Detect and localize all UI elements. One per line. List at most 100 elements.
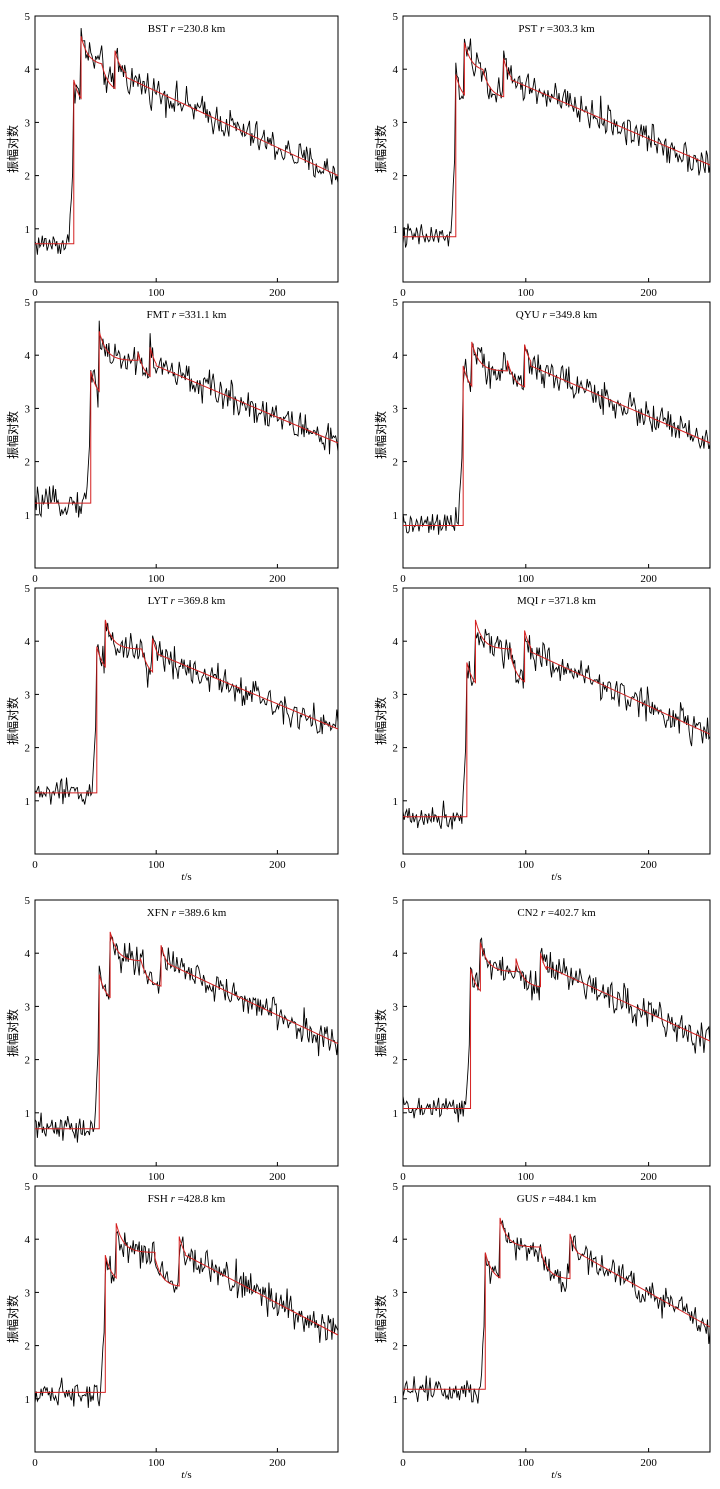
model-trace (403, 619, 711, 818)
x-tick-label: 200 (640, 573, 657, 585)
y-tick-label: 4 (393, 1234, 399, 1246)
x-axis-label-unit: /s (184, 1469, 191, 1481)
distance-symbol: r (540, 23, 545, 35)
distance-value: =428.8 km (175, 1193, 226, 1205)
x-axis-label-var: t (181, 1469, 185, 1481)
panel-title: FMT r =331.1 km (147, 309, 227, 321)
y-tick-label: 1 (25, 1394, 31, 1406)
y-tick-label: 1 (393, 224, 399, 236)
model-trace (35, 931, 339, 1130)
plot-frame (402, 1185, 711, 1453)
panel-title: GUS r =484.1 km (517, 1193, 597, 1205)
y-tick-label: 3 (25, 1001, 31, 1013)
x-tick-label: 200 (640, 1457, 657, 1469)
x-axis-label-unit: /s (554, 1469, 561, 1481)
panel-xfn: 1 2 3 4 5 0 100 200 振幅对数 XFN r =389.6 km (5, 895, 339, 1183)
y-tick-label: 2 (25, 743, 31, 755)
y-tick-label: 2 (393, 1341, 399, 1353)
y-axis-label: 振幅对数 (373, 125, 388, 173)
x-tick-label: 200 (640, 287, 657, 299)
distance-value: =349.8 km (547, 309, 598, 321)
distance-value: =369.8 km (175, 595, 226, 607)
y-tick-label: 2 (25, 171, 31, 183)
distance-value: =331.1 km (176, 309, 227, 321)
y-tick-label: 2 (25, 1055, 31, 1067)
x-tick-label: 100 (518, 287, 535, 299)
y-tick-label: 3 (25, 117, 31, 129)
y-tick-label: 1 (393, 796, 399, 808)
distance-symbol: r (541, 595, 546, 607)
x-axis-label-unit: /s (184, 871, 191, 883)
y-tick-label: 4 (25, 350, 31, 362)
distance-symbol: r (170, 23, 175, 35)
y-tick-label: 5 (393, 1181, 399, 1193)
y-tick-label: 4 (393, 64, 399, 76)
distance-symbol: r (171, 595, 176, 607)
y-tick-label: 1 (393, 1108, 399, 1120)
plot-frame (402, 15, 711, 283)
x-tick-label: 200 (269, 1457, 286, 1469)
x-tick-label: 0 (400, 1457, 406, 1469)
y-axis-label: 振幅对数 (5, 125, 20, 173)
y-tick-label: 5 (25, 583, 31, 595)
plot-frame (34, 301, 339, 569)
y-tick-label: 4 (25, 948, 31, 960)
station-name: XFN (147, 907, 172, 919)
x-tick-label: 100 (518, 573, 535, 585)
plot-frame (34, 587, 339, 855)
model-trace (35, 331, 339, 504)
x-tick-label: 0 (32, 573, 38, 585)
y-tick-label: 5 (393, 297, 399, 309)
y-tick-label: 1 (25, 510, 31, 522)
distance-value: =371.8 km (545, 595, 596, 607)
x-tick-label: 200 (269, 1171, 286, 1183)
plot-frame (34, 899, 339, 1167)
plot-frame (34, 15, 339, 283)
panel-title: LYT r =369.8 km (148, 595, 226, 607)
x-tick-label: 0 (400, 859, 406, 871)
x-axis-label-var: t (551, 871, 555, 883)
x-tick-label: 0 (32, 287, 38, 299)
y-tick-label: 2 (393, 171, 399, 183)
y-axis-label: 振幅对数 (373, 411, 388, 459)
y-tick-label: 2 (393, 743, 399, 755)
observed-trace (402, 343, 711, 535)
distance-symbol: r (171, 1193, 176, 1205)
panel-qyu: 1 2 3 4 5 0 100 200 振幅对数 QYU r =349.8 km (373, 297, 711, 585)
y-tick-label: 3 (25, 403, 31, 415)
panel-mqi: 1 2 3 4 5 0 100 200 振幅对数 t/s MQI r =371.8 km (373, 583, 711, 883)
y-tick-label: 5 (393, 895, 399, 907)
station-name: PST (518, 23, 540, 35)
y-tick-label: 2 (393, 1055, 399, 1067)
y-tick-label: 4 (25, 64, 31, 76)
observed-trace (34, 621, 339, 805)
x-tick-label: 100 (518, 1457, 535, 1469)
y-tick-label: 5 (25, 11, 31, 23)
x-axis-label: t/s (551, 1469, 561, 1481)
observed-trace (402, 937, 711, 1123)
model-trace (403, 942, 711, 1110)
y-axis-label: 振幅对数 (373, 1009, 388, 1057)
model-trace (403, 42, 711, 238)
y-axis-label: 振幅对数 (5, 697, 20, 745)
panel-bst: 1 2 3 4 5 0 100 200 振幅对数 BST r =230.8 km (5, 11, 339, 299)
y-tick-label: 2 (25, 1341, 31, 1353)
model-trace (35, 36, 339, 245)
x-tick-label: 0 (32, 1171, 38, 1183)
y-axis-label: 振幅对数 (373, 697, 388, 745)
panel-title: XFN r =389.6 km (147, 907, 227, 919)
station-name: FMT (147, 309, 172, 321)
observed-trace (402, 628, 711, 830)
y-tick-label: 3 (25, 1287, 31, 1299)
distance-value: =389.6 km (176, 907, 227, 919)
station-name: GUS (517, 1193, 542, 1205)
distance-value: =402.7 km (545, 907, 596, 919)
panel-cn2: 1 2 3 4 5 0 100 200 振幅对数 CN2 r =402.7 km (373, 895, 711, 1183)
station-name: FSH (148, 1193, 171, 1205)
x-axis-label-var: t (181, 871, 185, 883)
x-tick-label: 100 (518, 859, 535, 871)
plot-frame (402, 587, 711, 855)
distance-symbol: r (541, 1193, 546, 1205)
y-tick-label: 1 (393, 1394, 399, 1406)
